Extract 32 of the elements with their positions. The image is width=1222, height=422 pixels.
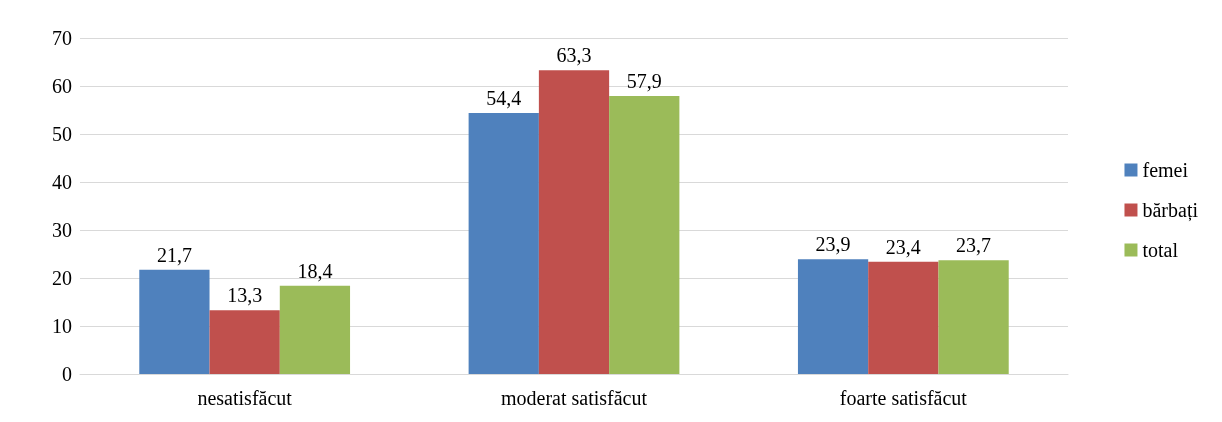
bar bbox=[209, 310, 280, 374]
y-tick-label: 50 bbox=[52, 123, 72, 145]
data-label: 13,3 bbox=[227, 284, 263, 307]
data-label: 63,3 bbox=[556, 44, 592, 67]
legend-label: bărbați bbox=[1142, 199, 1199, 222]
legend-label: femei bbox=[1142, 159, 1189, 181]
bar bbox=[938, 260, 1009, 374]
bar bbox=[279, 285, 351, 374]
bar bbox=[468, 112, 539, 374]
y-tick-label: 0 bbox=[62, 363, 72, 385]
y-tick-label: 70 bbox=[52, 27, 72, 49]
data-label: 23,7 bbox=[956, 234, 992, 257]
data-label: 23,9 bbox=[815, 233, 851, 256]
y-tick-label: 20 bbox=[52, 267, 72, 289]
x-tick-label: nesatisfăcut bbox=[197, 387, 293, 409]
bar bbox=[797, 259, 869, 374]
data-label: 57,9 bbox=[626, 70, 662, 93]
data-label: 54,4 bbox=[486, 86, 522, 109]
legend-label: total bbox=[1142, 239, 1179, 261]
bar bbox=[609, 96, 680, 374]
bar bbox=[139, 269, 210, 374]
bar bbox=[868, 261, 939, 374]
y-tick-label: 30 bbox=[52, 219, 72, 241]
data-label: 18,4 bbox=[297, 259, 333, 282]
y-tick-label: 60 bbox=[52, 75, 72, 97]
x-tick-label: foarte satisfăcut bbox=[839, 387, 968, 409]
data-label: 21,7 bbox=[156, 243, 192, 266]
x-tick-label: moderat satisfăcut bbox=[500, 387, 648, 409]
y-tick-label: 40 bbox=[52, 171, 72, 193]
y-tick-label: 10 bbox=[52, 315, 72, 337]
bar bbox=[538, 70, 610, 374]
data-label: 23,4 bbox=[885, 235, 921, 258]
